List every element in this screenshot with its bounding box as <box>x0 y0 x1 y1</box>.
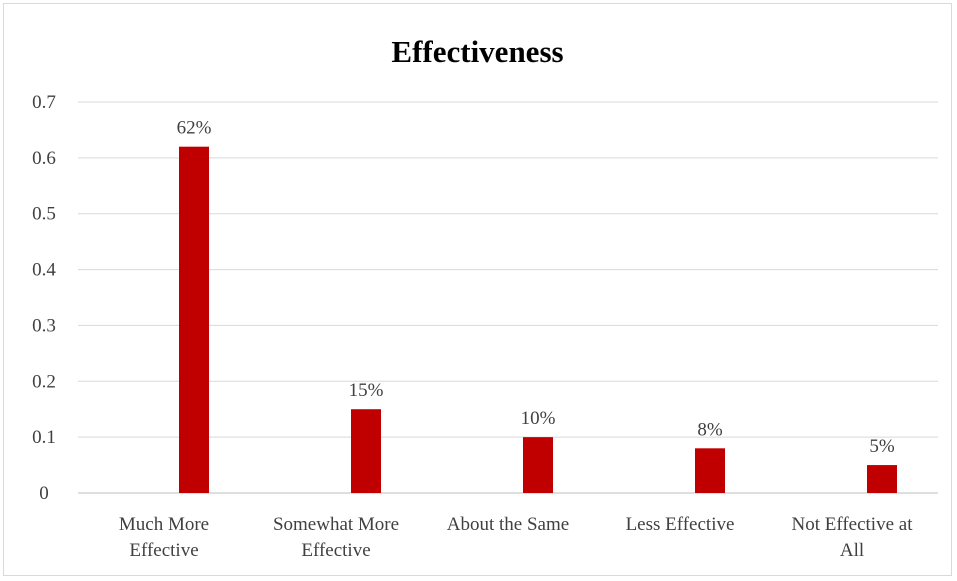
data-label: 62% <box>177 118 212 139</box>
x-tick-label: All <box>840 540 864 561</box>
y-tick-label: 0.3 <box>32 315 56 336</box>
x-tick-label: Effective <box>301 540 370 561</box>
bar <box>695 448 725 493</box>
x-tick-label: Somewhat More <box>273 514 399 535</box>
gridlines <box>78 101 938 494</box>
x-tick-label: Effective <box>129 540 198 561</box>
y-axis-ticks: 0 0.1 0.2 0.3 0.4 0.5 0.6 0.7 <box>32 92 56 504</box>
y-tick-label: 0 <box>39 483 49 504</box>
data-label: 8% <box>697 419 723 440</box>
data-label: 5% <box>869 436 895 457</box>
y-tick-label: 0.7 <box>32 92 56 113</box>
y-tick-label: 0.5 <box>32 204 56 225</box>
y-tick-label: 0.4 <box>32 260 56 281</box>
data-label: 15% <box>349 380 384 401</box>
x-tick-label: Much More <box>119 514 209 535</box>
x-axis-categories: Much More Effective Somewhat More Effective… <box>119 514 913 561</box>
data-label: 10% <box>521 408 556 429</box>
y-tick-label: 0.2 <box>32 371 56 392</box>
chart-title: Effectiveness <box>391 34 564 69</box>
y-tick-label: 0.6 <box>32 148 56 169</box>
bar <box>179 146 209 493</box>
y-tick-label: 0.1 <box>32 427 56 448</box>
bar <box>867 465 897 493</box>
bar <box>351 409 381 493</box>
x-tick-label: Less Effective <box>626 514 735 535</box>
x-tick-label: Not Effective at <box>792 514 914 535</box>
data-labels: 62% 15% 10% 8% 5% <box>177 118 895 457</box>
bar <box>523 437 553 493</box>
chart-frame: Effectiveness <box>3 3 952 576</box>
x-tick-label: About the Same <box>447 514 569 535</box>
bars <box>179 146 897 493</box>
